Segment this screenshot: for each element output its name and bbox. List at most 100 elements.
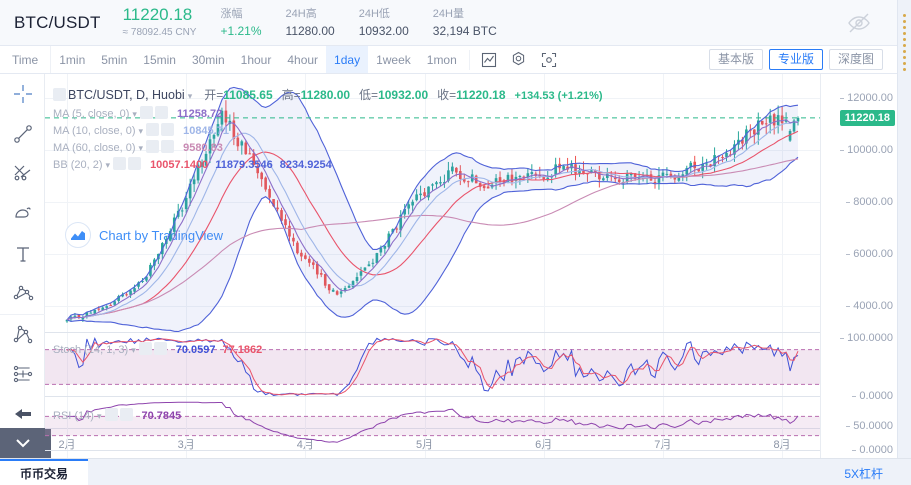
subpanel-legend-1[interactable]: RSI (14) ▾ 70.7845 <box>53 408 181 422</box>
timeframe-1min[interactable]: 1min <box>59 52 86 67</box>
chevron-down-icon[interactable]: ▾ <box>138 126 144 136</box>
price-axis-tick: 8000.00 <box>846 195 893 208</box>
pattern-icon[interactable] <box>0 274 45 314</box>
gridline-vertical <box>424 74 426 458</box>
bottom-bar: 币币交易 5X杠杆 <box>0 458 911 485</box>
brush-icon[interactable] <box>0 194 45 234</box>
indicator-name[interactable]: MA (60, close, 0) <box>53 142 136 154</box>
indicator-remove-icon[interactable] <box>128 157 142 170</box>
price-axis-tick: 10000.00 <box>840 143 893 156</box>
subpanel-settings-icon[interactable] <box>138 342 152 355</box>
chevron-down-icon[interactable]: ▾ <box>96 411 102 421</box>
chart-title-legend[interactable]: BTC/USDT, D, Huobi ▾ 开=11085.65 高=11280.00 低… <box>53 86 603 103</box>
timeframe-5min[interactable]: 5min <box>101 52 128 67</box>
price-axis-tick: 4000.00 <box>846 299 893 312</box>
indicator-legend-0[interactable]: MA (5, close, 0) ▾ 11258.72 <box>53 106 222 120</box>
fullscreen-icon[interactable] <box>538 50 560 70</box>
ticker-stat-2: 24H低 10932.00 <box>359 7 409 39</box>
chevron-down-icon[interactable]: ▾ <box>138 143 144 153</box>
view-mode-button-2[interactable]: 深度图 <box>828 49 883 70</box>
leverage-link[interactable]: 5X杠杆 <box>844 467 883 481</box>
ticker-stat-3: 24H量 32,194 BTC <box>433 7 497 39</box>
indicator-name[interactable]: MA (10, close, 0) <box>53 125 136 137</box>
price-axis-tick: 12000.00 <box>840 91 893 104</box>
fiat-approx-price: ≈ 78092.45 CNY <box>122 26 197 38</box>
indicator-remove-icon[interactable] <box>161 140 175 153</box>
subpanel-remove-icon[interactable] <box>119 408 133 421</box>
indicator-remove-icon[interactable] <box>161 123 175 136</box>
right-side-rail <box>897 0 911 458</box>
collapse-chevron-icon[interactable] <box>0 428 45 458</box>
ohlc-item: 高=11280.00 <box>281 88 351 102</box>
ticker-stat-label: 涨幅 <box>220 7 243 20</box>
arrow-marker-icon[interactable] <box>0 394 45 434</box>
ticker-stat-1: 24H高 11280.00 <box>286 7 335 39</box>
indicator-settings-icon[interactable] <box>113 157 127 170</box>
indicator-legend-1[interactable]: MA (10, close, 0) ▾ 10845.71 <box>53 123 229 137</box>
eye-slash-icon[interactable] <box>847 11 871 35</box>
chart-symbol-title[interactable]: BTC/USDT, D, Huobi <box>68 88 185 102</box>
ohlc-item: 开=11085.65 <box>204 88 273 102</box>
gridline-vertical <box>543 74 545 458</box>
chevron-down-icon[interactable]: ▾ <box>131 345 136 355</box>
rsi-line <box>67 401 799 443</box>
timeframe-1hour[interactable]: 1hour <box>240 52 272 67</box>
ticker-stat-0: 涨幅 +1.21% <box>220 7 261 39</box>
timeframe-4hour[interactable]: 4hour <box>287 52 319 67</box>
subpanel-settings-icon[interactable] <box>104 408 118 421</box>
gridline <box>45 149 820 151</box>
fib-lines-icon[interactable] <box>0 154 45 194</box>
timeframe-toolbar: Time 1min 5min 15min 30min 1hour 4hour 1day 1we… <box>0 46 897 74</box>
ticker-stat-value: +1.21% <box>220 23 262 38</box>
view-mode-button-1[interactable]: 专业版 <box>768 49 823 70</box>
timeframe-list: 1min 5min 15min 30min 1hour 4hour 1day 1week 1mo… <box>51 46 465 73</box>
settings-gear-icon[interactable] <box>508 50 530 70</box>
timeframe-1week[interactable]: 1week <box>376 52 411 67</box>
timeframe-30min[interactable]: 30min <box>191 52 225 67</box>
rsi-zone <box>45 416 820 436</box>
panel-divider <box>45 450 897 451</box>
subpanel-value: 70.7845 <box>141 410 182 422</box>
timeframe-1mon[interactable]: 1mon <box>426 52 457 67</box>
last-price: 11220.18 <box>122 4 193 24</box>
ticker-stats: 涨幅 +1.21% 24H高 11280.00 24H低 10932.00 24H量 32,1… <box>196 7 496 39</box>
crosshair-icon[interactable] <box>0 74 45 114</box>
long-short-position-icon[interactable] <box>0 354 45 394</box>
spot-trading-tab[interactable]: 币币交易 <box>0 459 88 485</box>
ohlc-item: 低=10932.00 <box>359 88 429 102</box>
timeframe-15min[interactable]: 15min <box>143 52 176 67</box>
ticker-stat-value: 11280.00 <box>285 23 335 38</box>
ticker-header: BTC/USDT 11220.18 ≈ 78092.45 CNY 涨幅 +1.21… <box>0 0 897 46</box>
subpanel-remove-icon[interactable] <box>153 342 167 355</box>
indicator-name[interactable]: BB (20, 2) <box>53 159 103 171</box>
text-icon[interactable] <box>0 234 45 274</box>
trend-line-icon[interactable] <box>0 114 45 154</box>
chevron-down-icon[interactable]: ▾ <box>187 91 193 101</box>
indicator-name[interactable]: MA (5, close, 0) <box>53 108 130 120</box>
indicator-legend-3[interactable]: BB (20, 2) ▾ 10057.1400 11879.3546 8234.9254 <box>53 157 332 171</box>
gridline-vertical <box>662 74 664 458</box>
subpanel-legend-0[interactable]: Stoch (14, 1, 3) ▾ 70.0597 77.1862 <box>53 342 262 356</box>
ticker-stat-label: 24H高 <box>285 7 317 20</box>
shape-icon[interactable] <box>0 314 45 354</box>
collapse-legend-icon[interactable] <box>53 88 66 101</box>
toolbar-divider <box>468 49 470 70</box>
time-label: Time <box>0 46 52 73</box>
gridline <box>45 201 820 203</box>
chevron-down-icon[interactable]: ▾ <box>132 109 137 119</box>
indicator-remove-icon[interactable] <box>154 106 168 119</box>
indicator-legend-2[interactable]: MA (60, close, 0) ▾ 9580.83 <box>53 140 223 154</box>
timeframe-1day[interactable]: 1day <box>326 46 369 73</box>
chart-canvas[interactable]: Chart by TradingView BTC/USDT, D, Huobi ▾… <box>45 74 897 458</box>
chevron-down-icon[interactable]: ▾ <box>105 160 111 170</box>
view-mode-button-0[interactable]: 基本版 <box>708 49 763 70</box>
subpanel-name[interactable]: RSI (14) <box>53 410 94 422</box>
subpanel-name[interactable]: Stoch (14, 1, 3) <box>53 344 129 356</box>
indicator-settings-icon[interactable] <box>146 123 160 136</box>
indicator-icon[interactable] <box>478 50 500 70</box>
gridline <box>45 253 820 255</box>
indicator-settings-icon[interactable] <box>139 106 153 119</box>
price-axis[interactable]: 12000.00 10000.00 8000.00 6000.00 4000.00 100… <box>820 74 897 458</box>
indicator-settings-icon[interactable] <box>146 140 160 153</box>
gridline-vertical <box>67 74 68 458</box>
